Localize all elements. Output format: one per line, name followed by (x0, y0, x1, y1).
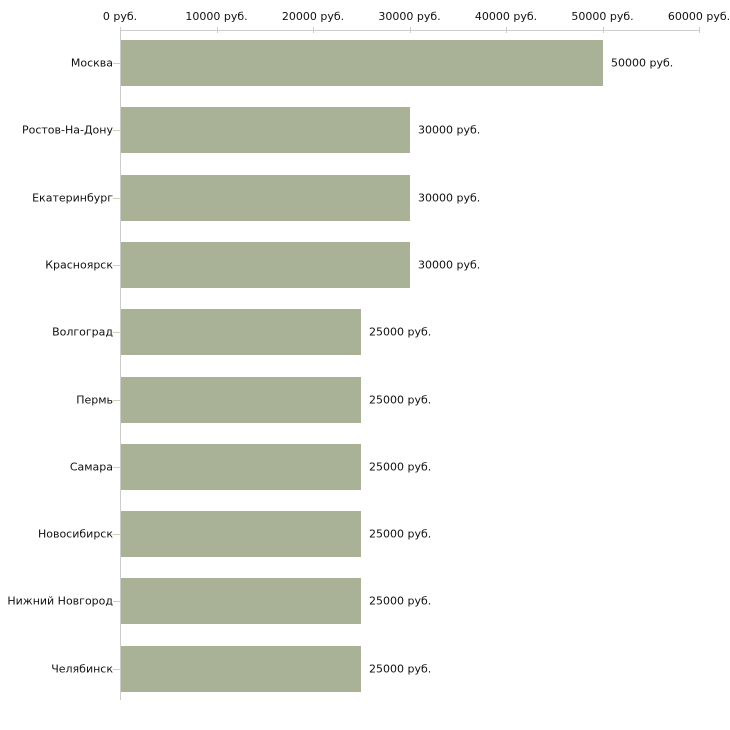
y-axis-tick-mark (113, 130, 120, 131)
category-label: Ростов-На-Дону (21, 123, 113, 137)
y-axis-tick-mark (113, 601, 120, 602)
x-axis-tick-label: 60000 руб. (667, 10, 730, 23)
bar (121, 377, 361, 423)
value-label: 30000 руб. (418, 258, 481, 272)
bar (121, 444, 361, 490)
category-label: Волгоград (52, 325, 113, 339)
y-axis-tick-mark (113, 400, 120, 401)
x-axis-tick-label: 20000 руб. (281, 10, 345, 23)
x-axis-tick-label: 50000 руб. (571, 10, 634, 23)
y-axis-tick-mark (113, 669, 120, 670)
bar (121, 309, 361, 355)
value-label: 50000 руб. (611, 56, 674, 70)
y-axis-tick-mark (113, 534, 120, 535)
x-axis-tick-label: 10000 руб. (185, 10, 248, 23)
category-label: Екатеринбург (32, 191, 113, 205)
y-axis-tick-mark (113, 467, 120, 468)
category-label: Новосибирск (37, 527, 113, 541)
bar (121, 175, 410, 221)
value-label: 25000 руб. (369, 460, 432, 474)
bar (121, 107, 410, 153)
bar (121, 646, 361, 692)
y-axis-tick-mark (113, 198, 120, 199)
bar (121, 40, 603, 86)
category-label: Москва (70, 56, 113, 70)
bar (121, 578, 361, 624)
value-label: 30000 руб. (418, 123, 481, 137)
category-label: Самара (69, 460, 113, 474)
bar (121, 242, 410, 288)
bar (121, 511, 361, 557)
value-label: 25000 руб. (369, 527, 432, 541)
category-label: Пермь (76, 393, 113, 406)
value-label: 25000 руб. (369, 393, 432, 406)
y-axis-line (120, 30, 121, 700)
y-axis-tick-mark (113, 332, 120, 333)
x-axis-line (120, 30, 700, 31)
x-axis-tick-label: 30000 руб. (378, 10, 441, 23)
category-label: Красноярск (45, 258, 113, 272)
value-label: 25000 руб. (369, 325, 432, 339)
value-label: 25000 руб. (369, 594, 432, 608)
y-axis-tick-mark (113, 63, 120, 64)
value-label: 30000 руб. (418, 191, 481, 205)
x-axis-tick-label: 40000 руб. (474, 10, 538, 23)
value-label: 25000 руб. (369, 662, 432, 676)
category-label: Нижний Новгород (7, 594, 113, 608)
category-label: Челябинск (51, 662, 113, 676)
y-axis-tick-mark (113, 265, 120, 266)
x-axis-tick-label: 0 руб. (102, 10, 138, 23)
